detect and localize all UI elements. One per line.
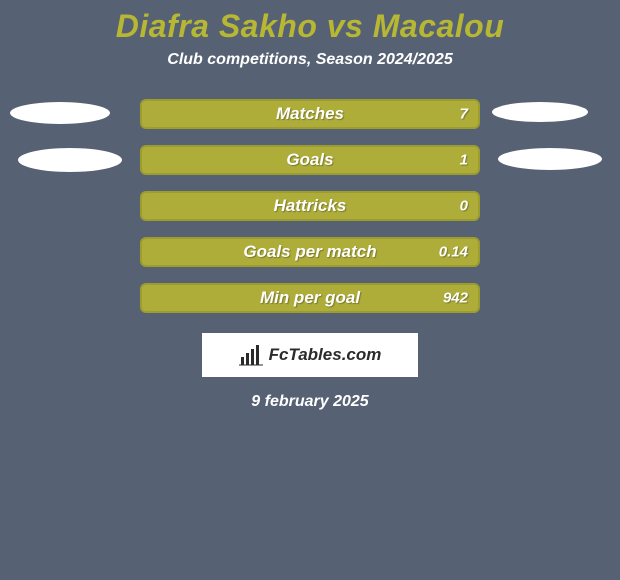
stat-bar: Hattricks 0	[140, 191, 480, 221]
stat-row: Min per goal 942	[0, 283, 620, 313]
logo-box: FcTables.com	[202, 333, 418, 377]
bar-chart-icon	[239, 343, 263, 367]
date-text: 9 february 2025	[0, 393, 620, 411]
stat-label: Hattricks	[274, 196, 347, 216]
page-title: Diafra Sakho vs Macalou	[0, 0, 620, 45]
logo-text: FcTables.com	[269, 345, 382, 365]
stat-bar: Matches 7	[140, 99, 480, 129]
ellipse-right	[492, 102, 588, 122]
stat-value: 942	[443, 290, 468, 307]
stat-value: 0.14	[439, 244, 468, 261]
stat-row: Matches 7	[0, 99, 620, 129]
stat-label: Matches	[276, 104, 344, 124]
stat-label: Min per goal	[260, 288, 360, 308]
stat-rows: Matches 7 Goals 1 Hattricks 0 Goals per match 0…	[0, 99, 620, 313]
stat-label: Goals per match	[243, 242, 376, 262]
stat-value: 0	[460, 198, 468, 215]
stat-row: Goals 1	[0, 145, 620, 175]
stat-row: Goals per match 0.14	[0, 237, 620, 267]
stat-row: Hattricks 0	[0, 191, 620, 221]
stat-label: Goals	[286, 150, 333, 170]
ellipse-right	[498, 148, 602, 170]
stat-bar: Goals 1	[140, 145, 480, 175]
comparison-card: Diafra Sakho vs Macalou Club competition…	[0, 0, 620, 580]
stat-value: 7	[460, 106, 468, 123]
ellipse-left	[18, 148, 122, 172]
stat-bar: Goals per match 0.14	[140, 237, 480, 267]
stat-value: 1	[460, 152, 468, 169]
ellipse-left	[10, 102, 110, 124]
subtitle: Club competitions, Season 2024/2025	[0, 51, 620, 69]
stat-bar: Min per goal 942	[140, 283, 480, 313]
